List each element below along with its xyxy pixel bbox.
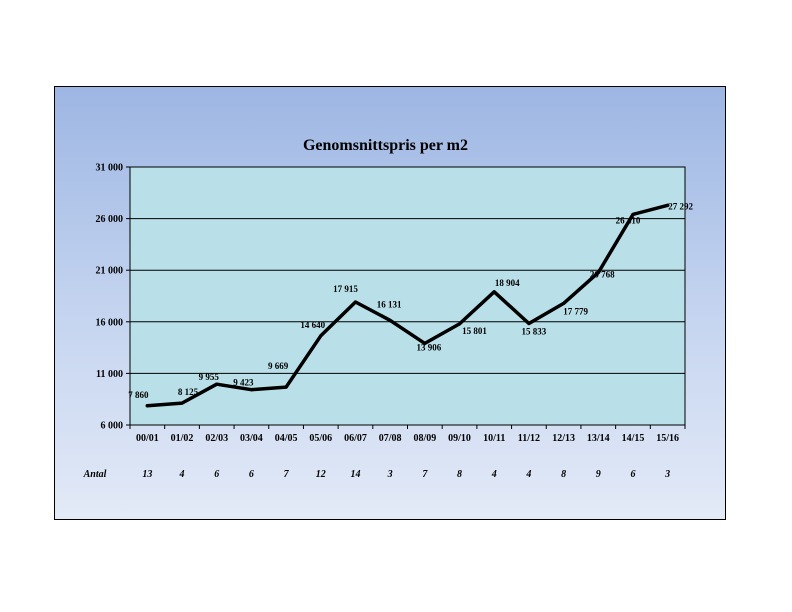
count-value: 6 bbox=[249, 469, 254, 480]
data-point bbox=[353, 300, 357, 304]
count-row-label: Antal bbox=[83, 469, 107, 480]
count-value: 3 bbox=[387, 469, 393, 480]
x-tick-label: 10/11 bbox=[483, 433, 505, 444]
count-value: 12 bbox=[316, 469, 326, 480]
data-label: 14 640 bbox=[300, 320, 325, 330]
data-point bbox=[562, 301, 566, 305]
chart-title: Genomsnittspris per m2 bbox=[303, 137, 468, 154]
x-tick-label: 03/04 bbox=[240, 433, 263, 444]
count-value: 8 bbox=[457, 469, 462, 480]
data-label: 17 779 bbox=[563, 306, 588, 316]
data-point bbox=[666, 203, 670, 207]
count-value: 4 bbox=[525, 469, 531, 480]
data-label: 16 131 bbox=[377, 299, 402, 309]
x-tick-label: 12/13 bbox=[552, 433, 575, 444]
x-tick-label: 06/07 bbox=[344, 433, 367, 444]
x-tick-label: 00/01 bbox=[136, 433, 159, 444]
count-value: 4 bbox=[179, 469, 185, 480]
data-point bbox=[145, 404, 149, 408]
data-label: 9 423 bbox=[233, 378, 254, 388]
data-point bbox=[249, 388, 253, 392]
count-value: 8 bbox=[561, 469, 566, 480]
data-point bbox=[423, 341, 427, 345]
count-value: 6 bbox=[214, 469, 219, 480]
data-point bbox=[388, 318, 392, 322]
data-label: 15 801 bbox=[462, 326, 487, 336]
x-tick-label: 13/14 bbox=[587, 433, 610, 444]
data-label: 8 125 bbox=[178, 387, 199, 397]
x-tick-label: 08/09 bbox=[413, 433, 436, 444]
data-label: 20 768 bbox=[590, 270, 615, 280]
y-tick-label: 16 000 bbox=[96, 317, 124, 328]
y-tick-label: 6 000 bbox=[101, 421, 124, 432]
x-tick-label: 15/16 bbox=[656, 433, 679, 444]
data-label: 26 410 bbox=[616, 215, 641, 225]
y-tick-label: 31 000 bbox=[96, 163, 124, 174]
data-label: 13 906 bbox=[416, 342, 441, 352]
data-label: 9 669 bbox=[268, 361, 289, 371]
data-label: 27 292 bbox=[668, 201, 693, 211]
data-point bbox=[319, 334, 323, 338]
count-value: 3 bbox=[664, 469, 670, 480]
count-value: 14 bbox=[350, 469, 360, 480]
data-label: 15 833 bbox=[522, 327, 547, 337]
data-point bbox=[180, 401, 184, 405]
data-point bbox=[284, 385, 288, 389]
x-tick-label: 07/08 bbox=[379, 433, 402, 444]
y-tick-label: 11 000 bbox=[96, 369, 123, 380]
x-tick-label: 05/06 bbox=[309, 433, 332, 444]
data-label: 9 955 bbox=[199, 372, 220, 382]
data-point bbox=[215, 382, 219, 386]
count-value: 6 bbox=[630, 469, 635, 480]
plot-area bbox=[129, 166, 686, 426]
x-tick-label: 04/05 bbox=[275, 433, 298, 444]
data-point bbox=[492, 290, 496, 294]
y-tick-label: 26 000 bbox=[96, 214, 124, 225]
x-tick-label: 02/03 bbox=[205, 433, 228, 444]
count-value: 7 bbox=[284, 469, 290, 480]
data-point bbox=[458, 322, 462, 326]
data-label: 17 915 bbox=[333, 284, 358, 294]
data-point bbox=[527, 322, 531, 326]
y-tick-label: 21 000 bbox=[96, 266, 124, 277]
count-value: 9 bbox=[596, 469, 601, 480]
x-tick-label: 01/02 bbox=[171, 433, 194, 444]
series-line bbox=[145, 203, 670, 408]
count-value: 4 bbox=[491, 469, 497, 480]
data-point bbox=[596, 271, 600, 275]
data-point bbox=[631, 212, 635, 216]
x-tick-label: 09/10 bbox=[448, 433, 471, 444]
x-tick-label: 14/15 bbox=[622, 433, 645, 444]
count-value: 7 bbox=[422, 469, 428, 480]
x-tick-label: 11/12 bbox=[518, 433, 540, 444]
count-value: 13 bbox=[142, 469, 152, 480]
data-label: 18 904 bbox=[495, 278, 520, 288]
data-label: 7 860 bbox=[128, 390, 149, 400]
